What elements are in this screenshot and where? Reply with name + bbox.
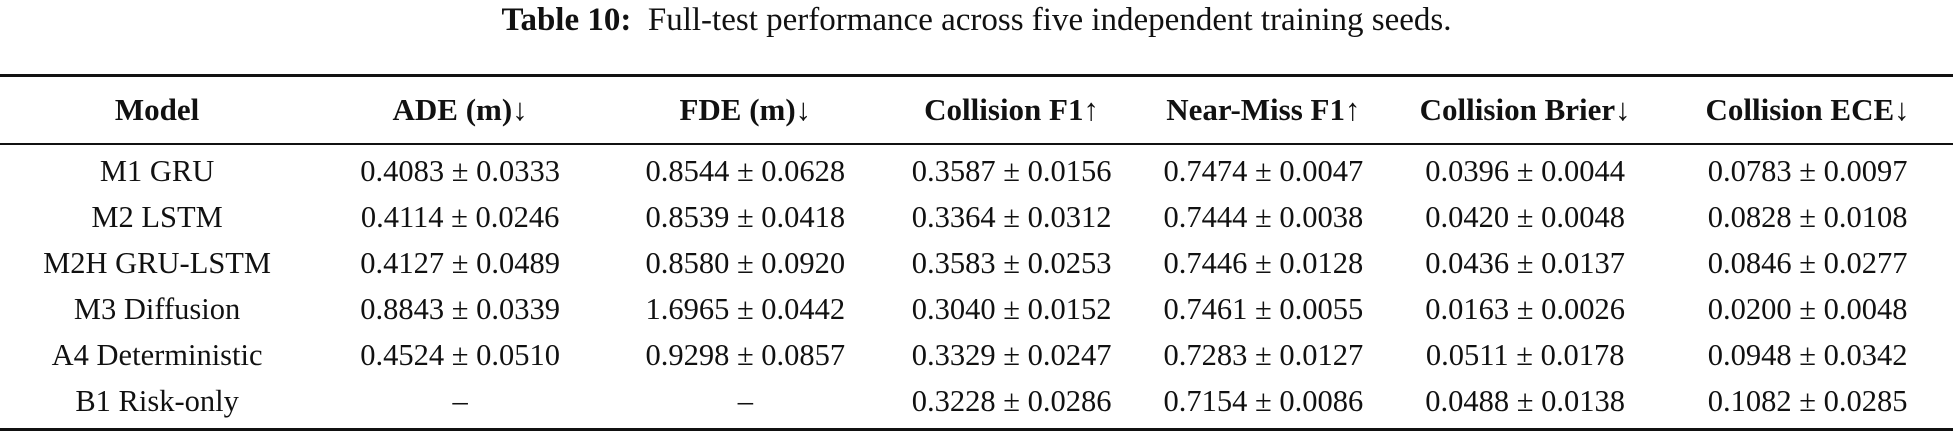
cell-collision-ece: 0.0828 ± 0.0108	[1707, 199, 1908, 234]
cell-near-miss-f1: 0.7474 ± 0.0047	[1163, 153, 1364, 188]
cell-near-miss-f1: 0.7446 ± 0.0128	[1163, 245, 1364, 280]
caption-label: Table 10:	[501, 2, 632, 38]
table-caption: Table 10: Full-test performance across f…	[0, 0, 1953, 46]
results-table: Model ADE (m)↓ FDE (m)↓ Collision F1↑ Ne…	[0, 74, 1953, 431]
header-row: Model ADE (m)↓ FDE (m)↓ Collision F1↑ Ne…	[0, 75, 1953, 144]
cell-collision-f1: 0.3364 ± 0.0312	[911, 199, 1112, 234]
cell-model: B1 Risk-only	[75, 383, 239, 418]
cell-ade: 0.4114 ± 0.0246	[360, 199, 560, 234]
cell-collision-ece: 0.0846 ± 0.0277	[1707, 245, 1908, 280]
cell-ade: 0.4083 ± 0.0333	[360, 153, 560, 188]
cell-collision-brier: 0.0511 ± 0.0178	[1425, 337, 1625, 372]
header-model: Model	[114, 92, 200, 127]
cell-ade: 0.4127 ± 0.0489	[360, 245, 560, 280]
cell-fde: 1.6965 ± 0.0442	[645, 291, 846, 326]
header-fde: FDE (m)↓	[679, 92, 812, 127]
cell-collision-f1: 0.3583 ± 0.0253	[911, 245, 1112, 280]
header-collision-ece: Collision ECE↓	[1705, 92, 1910, 127]
cell-collision-f1: 0.3329 ± 0.0247	[911, 337, 1112, 372]
cell-ade: –	[452, 383, 468, 418]
cell-model: M3 Diffusion	[73, 291, 241, 326]
cell-near-miss-f1: 0.7283 ± 0.0127	[1163, 337, 1364, 372]
table-row: M2 LSTM 0.4114 ± 0.0246 0.8539 ± 0.0418 …	[0, 194, 1953, 240]
cell-fde: –	[737, 383, 753, 418]
cell-model: M2 LSTM	[91, 199, 223, 234]
cell-model: A4 Deterministic	[51, 337, 263, 372]
table-row: M3 Diffusion 0.8843 ± 0.0339 1.6965 ± 0.…	[0, 286, 1953, 332]
cell-collision-brier: 0.0420 ± 0.0048	[1425, 199, 1626, 234]
cell-ade: 0.8843 ± 0.0339	[360, 291, 560, 326]
cell-near-miss-f1: 0.7444 ± 0.0038	[1163, 199, 1364, 234]
cell-fde: 0.9298 ± 0.0857	[645, 337, 846, 372]
table-row: M2H GRU-LSTM 0.4127 ± 0.0489 0.8580 ± 0.…	[0, 240, 1953, 286]
header-collision-brier: Collision Brier↓	[1419, 92, 1631, 127]
cell-collision-ece: 0.0948 ± 0.0342	[1707, 337, 1908, 372]
cell-collision-f1: 0.3228 ± 0.0286	[911, 383, 1112, 418]
cell-collision-ece: 0.1082 ± 0.0285	[1707, 383, 1908, 418]
cell-near-miss-f1: 0.7461 ± 0.0055	[1163, 291, 1364, 326]
cell-model: M2H GRU-LSTM	[43, 245, 272, 280]
cell-collision-brier: 0.0396 ± 0.0044	[1425, 153, 1626, 188]
cell-collision-ece: 0.0783 ± 0.0097	[1707, 153, 1908, 188]
caption-text: Full-test performance across five indepe…	[647, 2, 1452, 38]
cell-fde: 0.8539 ± 0.0418	[645, 199, 846, 234]
results-table-container: Model ADE (m)↓ FDE (m)↓ Collision F1↑ Ne…	[0, 74, 1953, 431]
cell-collision-ece: 0.0200 ± 0.0048	[1707, 291, 1908, 326]
cell-ade: 0.4524 ± 0.0510	[360, 337, 560, 372]
table-row: A4 Deterministic 0.4524 ± 0.0510 0.9298 …	[0, 332, 1953, 378]
table-row: M1 GRU 0.4083 ± 0.0333 0.8544 ± 0.0628 0…	[0, 144, 1953, 194]
header-collision-f1: Collision F1↑	[924, 92, 1099, 127]
header-ade: ADE (m)↓	[392, 92, 528, 127]
cell-collision-brier: 0.0436 ± 0.0137	[1425, 245, 1626, 280]
cell-near-miss-f1: 0.7154 ± 0.0086	[1163, 383, 1364, 418]
cell-collision-f1: 0.3587 ± 0.0156	[911, 153, 1112, 188]
cell-fde: 0.8544 ± 0.0628	[645, 153, 846, 188]
header-near-miss-f1: Near-Miss F1↑	[1166, 92, 1361, 127]
cell-collision-brier: 0.0488 ± 0.0138	[1425, 383, 1626, 418]
cell-model: M1 GRU	[99, 153, 215, 188]
cell-collision-f1: 0.3040 ± 0.0152	[911, 291, 1112, 326]
cell-fde: 0.8580 ± 0.0920	[645, 245, 846, 280]
table-row: B1 Risk-only – – 0.3228 ± 0.0286 0.7154 …	[0, 378, 1953, 430]
cell-collision-brier: 0.0163 ± 0.0026	[1425, 291, 1626, 326]
